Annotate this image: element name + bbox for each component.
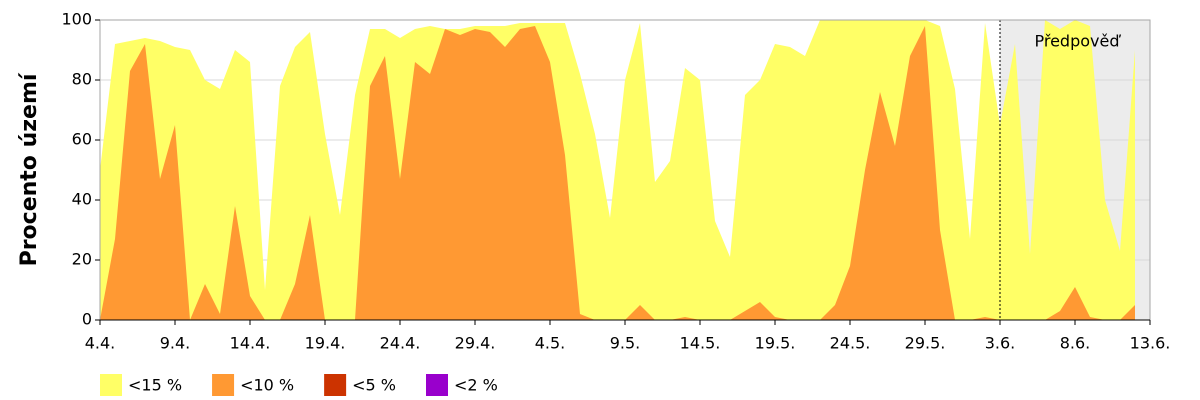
x-tick-label: 14.5.	[680, 334, 721, 353]
x-tick-label: 4.4.	[85, 334, 116, 353]
y-tick-label: 80	[72, 70, 92, 89]
y-tick-label: 0	[82, 310, 92, 329]
y-tick-label: 60	[72, 130, 92, 149]
x-tick-label: 13.6.	[1130, 334, 1171, 353]
y-tick-label: 20	[72, 250, 92, 269]
area	[100, 20, 1135, 320]
legend-label: <10 %	[240, 376, 294, 395]
x-tick-label: 9.4.	[160, 334, 191, 353]
x-tick-label: 9.5.	[610, 334, 641, 353]
x-tick-label: 3.6.	[985, 334, 1016, 353]
legend-label: <2 %	[454, 376, 498, 395]
y-tick-label: 40	[72, 190, 92, 209]
legend-label: <5 %	[352, 376, 396, 395]
legend-swatch	[100, 374, 122, 396]
y-tick-label: 100	[61, 10, 92, 29]
x-tick-label: 29.4.	[455, 334, 496, 353]
x-tick-label: 24.5.	[830, 334, 871, 353]
legend-swatch	[324, 374, 347, 396]
x-tick-label: 24.4.	[380, 334, 421, 353]
legend-swatch	[426, 374, 448, 396]
legend-swatch	[212, 374, 235, 396]
legend-label: <15 %	[128, 376, 182, 395]
x-tick-label: 29.5.	[905, 334, 946, 353]
x-tick-label: 8.6.	[1060, 334, 1091, 353]
x-tick-label: 14.4.	[230, 334, 271, 353]
area	[100, 26, 1135, 320]
x-tick-label: 19.4.	[305, 334, 346, 353]
x-tick-label: 4.5.	[535, 334, 566, 353]
y-axis-label: Procento území	[17, 72, 42, 266]
forecast-label: Předpověď	[1034, 32, 1121, 51]
x-tick-label: 19.5.	[755, 334, 796, 353]
